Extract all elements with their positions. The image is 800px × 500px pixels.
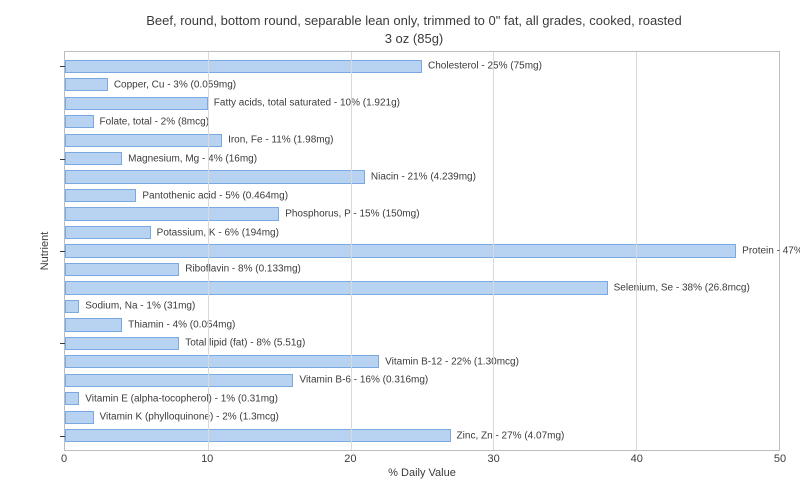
x-tick-label: 40	[631, 453, 643, 465]
bar-row: Potassium, K - 6% (194mg)	[65, 223, 779, 241]
gridline	[351, 52, 352, 450]
bar-row: Zinc, Zn - 27% (4.07mg)	[65, 426, 779, 444]
nutrient-bar	[65, 115, 94, 128]
bar-row: Copper, Cu - 3% (0.059mg)	[65, 76, 779, 94]
x-tick-label: 50	[774, 453, 786, 465]
bar-label: Vitamin B-12 - 22% (1.30mcg)	[385, 356, 519, 367]
bar-row: Iron, Fe - 11% (1.98mg)	[65, 131, 779, 149]
bars-container: Cholesterol - 25% (75mg) Copper, Cu - 3% …	[65, 52, 779, 450]
nutrient-bar	[65, 207, 279, 220]
bar-row: Protein - 47% (23.60g)	[65, 242, 779, 260]
bar-row: Fatty acids, total saturated - 10% (1.92…	[65, 94, 779, 112]
nutrient-bar	[65, 170, 365, 183]
bar-row: Riboflavin - 8% (0.133mg)	[65, 260, 779, 278]
x-tick-label: 10	[201, 453, 213, 465]
nutrient-bar	[65, 300, 79, 313]
x-tick-label: 0	[61, 453, 67, 465]
bar-label: Phosphorus, P - 15% (150mg)	[285, 209, 419, 220]
bar-label: Vitamin K (phylloquinone) - 2% (1.3mcg)	[100, 412, 279, 423]
bar-label: Selenium, Se - 38% (26.8mcg)	[614, 282, 750, 293]
bar-row: Vitamin B-6 - 16% (0.316mg)	[65, 371, 779, 389]
bar-row: Vitamin K (phylloquinone) - 2% (1.3mcg)	[65, 408, 779, 426]
bar-label: Zinc, Zn - 27% (4.07mg)	[457, 430, 565, 441]
nutrient-bar	[65, 429, 451, 442]
x-tick-label: 30	[487, 453, 499, 465]
nutrient-bar	[65, 60, 422, 73]
nutrient-chart: Beef, round, bottom round, separable lea…	[0, 0, 800, 500]
bar-label: Protein - 47% (23.60g)	[742, 246, 800, 257]
bar-label: Thiamin - 4% (0.054mg)	[128, 319, 235, 330]
nutrient-bar	[65, 97, 208, 110]
nutrient-bar	[65, 281, 608, 294]
bar-label: Fatty acids, total saturated - 10% (1.92…	[214, 98, 400, 109]
plot-outer: Nutrient Cholesterol - 25% (75mg)Copper,…	[48, 51, 780, 451]
gridline	[636, 52, 637, 450]
bar-row: Magnesium, Mg - 4% (16mg)	[65, 149, 779, 167]
nutrient-bar	[65, 152, 122, 165]
bar-label: Vitamin E (alpha-tocopherol) - 1% (0.31m…	[85, 393, 278, 404]
chart-title: Beef, round, bottom round, separable lea…	[48, 12, 780, 47]
x-axis: % Daily Value 01020304050	[64, 451, 780, 479]
bar-row: Folate, total - 2% (8mcg)	[65, 113, 779, 131]
nutrient-bar	[65, 411, 94, 424]
bar-row: Cholesterol - 25% (75mg)	[65, 57, 779, 75]
nutrient-bar	[65, 318, 122, 331]
bar-row: Vitamin B-12 - 22% (1.30mcg)	[65, 353, 779, 371]
title-line-2: 3 oz (85g)	[385, 31, 444, 46]
gridline	[208, 52, 209, 450]
bar-label: Iron, Fe - 11% (1.98mg)	[228, 135, 333, 146]
bar-label: Copper, Cu - 3% (0.059mg)	[114, 79, 236, 90]
bar-row: Selenium, Se - 38% (26.8mcg)	[65, 279, 779, 297]
y-tick-mark	[60, 66, 65, 67]
nutrient-bar	[65, 134, 222, 147]
y-tick-mark	[60, 159, 65, 160]
y-tick-mark	[60, 436, 65, 437]
y-tick-mark	[60, 343, 65, 344]
bar-label: Sodium, Na - 1% (31mg)	[85, 301, 195, 312]
nutrient-bar	[65, 355, 379, 368]
bar-label: Potassium, K - 6% (194mg)	[157, 227, 279, 238]
nutrient-bar	[65, 189, 136, 202]
bar-label: Total lipid (fat) - 8% (5.51g)	[185, 338, 305, 349]
bar-row: Total lipid (fat) - 8% (5.51g)	[65, 334, 779, 352]
x-tick-label: 20	[344, 453, 356, 465]
bar-label: Pantothenic acid - 5% (0.464mg)	[142, 190, 288, 201]
bar-row: Pantothenic acid - 5% (0.464mg)	[65, 186, 779, 204]
bar-label: Magnesium, Mg - 4% (16mg)	[128, 153, 257, 164]
plot-area: Cholesterol - 25% (75mg) Copper, Cu - 3% …	[64, 51, 780, 451]
nutrient-bar	[65, 226, 151, 239]
bar-row: Phosphorus, P - 15% (150mg)	[65, 205, 779, 223]
bar-row: Thiamin - 4% (0.054mg)	[65, 316, 779, 334]
y-tick-mark	[60, 251, 65, 252]
bar-row: Sodium, Na - 1% (31mg)	[65, 297, 779, 315]
x-axis-label: % Daily Value	[388, 467, 456, 479]
nutrient-bar	[65, 374, 293, 387]
bar-label: Niacin - 21% (4.239mg)	[371, 172, 476, 183]
bar-label: Cholesterol - 25% (75mg)	[428, 61, 542, 72]
nutrient-bar	[65, 263, 179, 276]
bar-row: Vitamin E (alpha-tocopherol) - 1% (0.31m…	[65, 390, 779, 408]
title-line-1: Beef, round, bottom round, separable lea…	[146, 13, 682, 28]
nutrient-bar	[65, 337, 179, 350]
bar-row: Niacin - 21% (4.239mg)	[65, 168, 779, 186]
nutrient-bar	[65, 392, 79, 405]
bar-label: Vitamin B-6 - 16% (0.316mg)	[299, 375, 428, 386]
bar-label: Riboflavin - 8% (0.133mg)	[185, 264, 301, 275]
y-axis-label: Nutrient	[39, 232, 51, 271]
nutrient-bar	[65, 78, 108, 91]
gridline	[493, 52, 494, 450]
bar-label: Folate, total - 2% (8mcg)	[100, 116, 209, 127]
